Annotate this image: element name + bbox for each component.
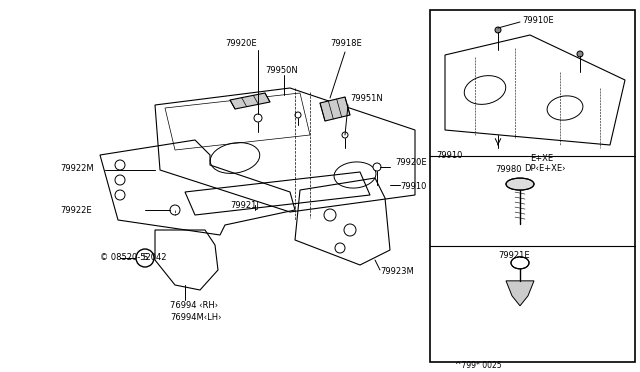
Circle shape <box>373 163 381 171</box>
Text: 79951N: 79951N <box>350 93 383 103</box>
Text: 79910: 79910 <box>436 151 462 160</box>
Circle shape <box>342 132 348 138</box>
Text: 79950N: 79950N <box>265 65 298 74</box>
Text: 79922M: 79922M <box>60 164 93 173</box>
Circle shape <box>295 112 301 118</box>
Circle shape <box>495 27 501 33</box>
Text: S: S <box>142 253 148 263</box>
Ellipse shape <box>511 257 529 269</box>
Bar <box>430 10 635 362</box>
Circle shape <box>577 51 583 57</box>
Polygon shape <box>230 93 270 109</box>
Text: 79910: 79910 <box>400 182 426 190</box>
Text: 76994 ‹RH›: 76994 ‹RH› <box>170 301 218 310</box>
Text: 79922E: 79922E <box>60 205 92 215</box>
Circle shape <box>254 114 262 122</box>
Text: 79923M: 79923M <box>380 267 413 276</box>
Text: © 08520-52042: © 08520-52042 <box>100 253 166 263</box>
Text: ^799* 0025: ^799* 0025 <box>455 360 502 369</box>
Text: 79910E: 79910E <box>522 16 554 25</box>
Text: 76994M‹LH›: 76994M‹LH› <box>170 314 221 323</box>
Text: 79921J: 79921J <box>230 201 259 209</box>
Polygon shape <box>320 97 350 121</box>
Text: 79918E: 79918E <box>330 38 362 48</box>
Ellipse shape <box>506 178 534 190</box>
Text: DP‹E+XE›: DP‹E+XE› <box>524 164 566 173</box>
Text: 79920E: 79920E <box>395 157 427 167</box>
Polygon shape <box>506 281 534 306</box>
Text: E+XE: E+XE <box>530 154 553 163</box>
Text: 79920E: 79920E <box>225 38 257 48</box>
Text: 79980: 79980 <box>495 164 522 174</box>
Text: 79921E: 79921E <box>498 251 530 260</box>
